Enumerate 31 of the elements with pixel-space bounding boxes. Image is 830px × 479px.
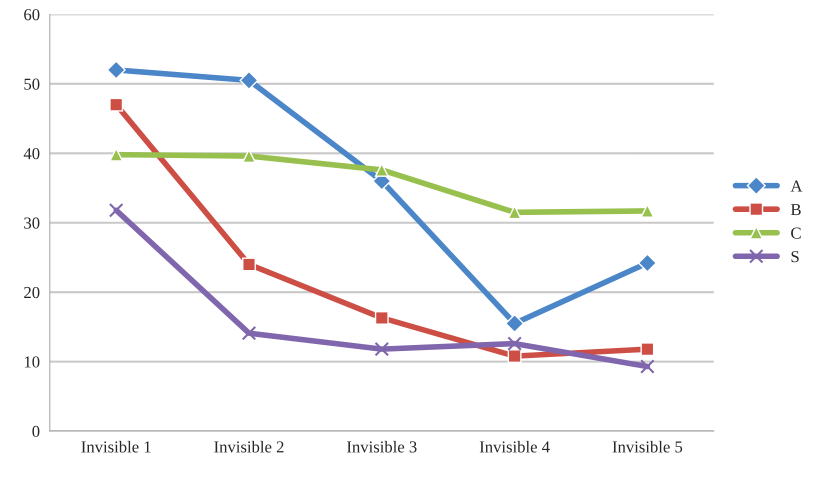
y-tick-label: 10: [24, 356, 40, 368]
point: [640, 359, 655, 374]
legend-label: A: [790, 180, 802, 192]
point: [109, 98, 124, 112]
y-tick-label: 40: [24, 148, 40, 160]
y-tick-label: 30: [24, 217, 40, 229]
x-tick-label: Invisible 4: [480, 440, 550, 453]
y-tick-label: 50: [24, 78, 40, 90]
point: [507, 336, 522, 351]
y-tick-label: 60: [24, 9, 40, 20]
point: [106, 60, 126, 80]
legend-label: S: [792, 251, 799, 262]
point: [640, 342, 654, 356]
point: [242, 326, 256, 340]
x-tick-label: Invisible 3: [346, 440, 417, 453]
point: [374, 342, 390, 356]
x-tick-label: Invisible 5: [612, 440, 682, 453]
x-tick-label: Invisible 1: [81, 440, 151, 453]
point: [505, 314, 524, 333]
y-tick-label: 0: [32, 426, 40, 438]
legend-label: B: [790, 204, 801, 216]
point: [108, 202, 124, 218]
point: [239, 70, 259, 90]
point: [638, 253, 657, 273]
legend-label: C: [791, 228, 801, 239]
point: [242, 257, 256, 272]
x-tick-label: Invisible 2: [214, 440, 284, 453]
point: [374, 310, 389, 325]
point: [508, 349, 522, 364]
y-tick-label: 20: [24, 286, 40, 298]
point: [374, 163, 389, 177]
